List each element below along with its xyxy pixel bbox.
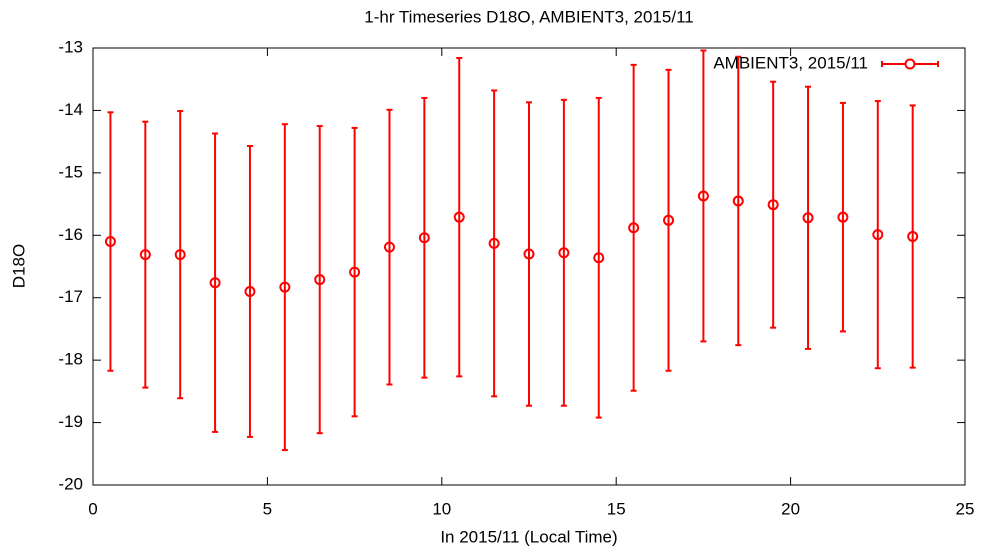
chart-title: 1-hr Timeseries D18O, AMBIENT3, 2015/11 [364, 7, 693, 26]
point [488, 237, 500, 249]
point [558, 247, 570, 259]
error-bar [805, 85, 812, 350]
point [139, 249, 151, 261]
y-tick-label: -19 [58, 412, 83, 431]
error-bar [770, 80, 777, 329]
error-bar [177, 110, 184, 400]
error-bar [874, 100, 881, 370]
x-tick-label: 15 [607, 499, 626, 518]
legend-label: AMBIENT3, 2015/11 [713, 53, 868, 72]
error-bar [630, 63, 637, 392]
error-bar [839, 101, 846, 333]
point [872, 229, 884, 241]
error-bar [456, 56, 463, 378]
point [593, 252, 605, 264]
error-bar [526, 101, 532, 407]
error-bar [665, 68, 672, 372]
point [907, 231, 919, 243]
y-tick-label: -16 [58, 225, 83, 244]
y-tick-label: -18 [58, 350, 83, 369]
point [523, 248, 535, 260]
point [418, 232, 430, 244]
point [732, 195, 744, 207]
point [663, 214, 675, 226]
error-bar [386, 108, 393, 386]
point [453, 211, 465, 223]
y-tick-label: -17 [58, 287, 83, 306]
point [209, 277, 221, 289]
point [174, 249, 186, 261]
y-tick-label: -15 [58, 162, 83, 181]
error-bar [491, 89, 498, 398]
error-bar [909, 104, 916, 369]
error-bar [595, 96, 602, 419]
y-tick-label: -13 [58, 37, 83, 56]
point [244, 285, 256, 297]
y-tick-label: -20 [58, 474, 83, 493]
point [697, 190, 709, 202]
error-bar [560, 98, 567, 407]
point [383, 241, 395, 253]
point [349, 266, 361, 278]
x-tick-label: 0 [88, 499, 97, 518]
error-bar [212, 132, 219, 433]
legend-marker [904, 58, 916, 70]
point [802, 212, 814, 224]
error-bar [316, 125, 323, 435]
point [767, 199, 779, 211]
x-tick-label: 5 [263, 499, 272, 518]
point [104, 236, 116, 248]
x-tick-label: 20 [781, 499, 800, 518]
error-bar [735, 55, 742, 347]
error-bar [700, 49, 707, 343]
point [279, 281, 291, 293]
error-bar [107, 111, 114, 372]
error-bar [142, 120, 149, 389]
point [628, 222, 640, 234]
error-bar [246, 145, 253, 438]
error-bar [281, 123, 288, 452]
y-axis-label: D18O [9, 244, 28, 288]
x-tick-label: 10 [432, 499, 451, 518]
plot-border [92, 47, 966, 486]
y-tick-label: -14 [58, 100, 83, 119]
error-bar [421, 96, 428, 379]
error-bar [351, 126, 358, 418]
x-axis-label: In 2015/11 (Local Time) [440, 527, 617, 546]
x-tick-label: 25 [956, 499, 975, 518]
point [314, 274, 326, 286]
point [837, 211, 849, 223]
